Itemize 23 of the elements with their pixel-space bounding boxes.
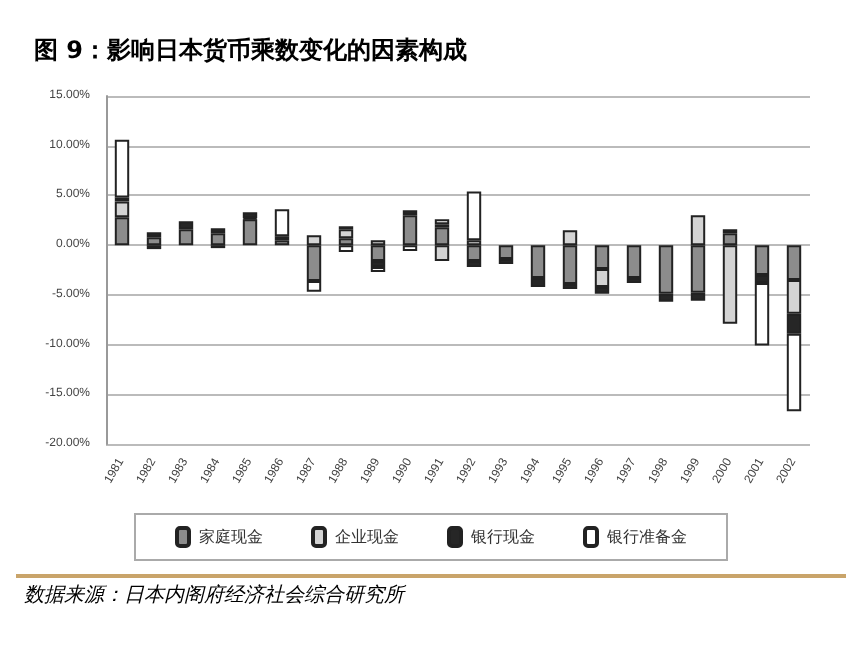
- bar: [626, 245, 642, 278]
- bar: [274, 209, 290, 237]
- bar: [338, 245, 354, 253]
- bar: [178, 229, 194, 246]
- bar: [210, 233, 226, 246]
- legend-label: 银行准备金: [605, 528, 687, 546]
- bar: [498, 245, 514, 260]
- bar: [114, 139, 130, 198]
- bar: [754, 282, 770, 346]
- bar: [338, 229, 354, 239]
- bar: [146, 237, 162, 246]
- bar: [466, 191, 482, 241]
- legend-label: 银行现金: [469, 528, 535, 546]
- bar: [370, 245, 386, 262]
- bar: [658, 245, 674, 294]
- bar: [402, 215, 418, 246]
- bar: [242, 219, 258, 246]
- source-note: 数据来源：日本内阁府经济社会综合研究所: [24, 583, 408, 607]
- legend-label: 家庭现金: [199, 528, 263, 546]
- bar: [754, 245, 770, 275]
- legend-label: 企业现金: [335, 528, 399, 546]
- bar: [466, 245, 482, 262]
- chart-title: 图 9：影响日本货币乘数变化的因素构成: [34, 36, 468, 64]
